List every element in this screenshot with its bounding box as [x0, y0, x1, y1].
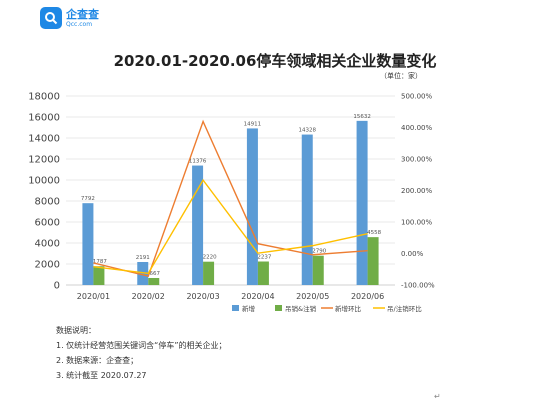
chart-title: 2020.01-2020.06停车领域相关企业数量变化: [113, 52, 437, 70]
bar-label-new: 7792: [81, 196, 95, 202]
legend-label: 吊/注销环比: [387, 304, 422, 313]
left-tick-label: 16000: [28, 113, 60, 124]
qcc-logo-icon: [40, 7, 62, 29]
left-tick-label: 6000: [35, 218, 60, 229]
bar-label-cancel: 2220: [203, 255, 217, 261]
bar-label-new: 14328: [299, 128, 317, 134]
notes-heading: 数据说明：: [56, 326, 96, 335]
left-tick-label: 12000: [28, 155, 60, 166]
right-tick-label: 0.00%: [401, 250, 424, 258]
bar-label-cancel: 1787: [93, 259, 107, 265]
right-tick-label: 100.00%: [401, 219, 432, 227]
line-cancel-mom: [93, 178, 368, 275]
x-tick-label: 2020/03: [186, 292, 219, 301]
bar-label-cancel: 4558: [367, 230, 381, 236]
left-tick-label: 8000: [35, 197, 60, 208]
bar-new: [137, 261, 149, 285]
unit-label: （单位：家）: [380, 72, 422, 80]
bar-label-new: 14911: [244, 121, 262, 127]
bar-cancel: [312, 255, 324, 285]
left-tick-label: 10000: [28, 176, 60, 187]
x-tick-label: 2020/05: [296, 292, 329, 301]
bar-new: [82, 203, 94, 285]
bar-label-cancel: 667: [150, 271, 161, 277]
brand-name: 企查查: [66, 7, 99, 21]
legend-label: 新增: [242, 304, 255, 313]
line-new-mom: [93, 119, 368, 278]
right-tick-label: 500.00%: [401, 93, 432, 101]
bar-label-cancel: 2790: [312, 249, 326, 255]
legend-swatch: [232, 305, 239, 311]
bar-cancel: [203, 261, 215, 285]
x-tick-label: 2020/04: [241, 292, 274, 301]
bar-cancel: [367, 237, 379, 285]
left-tick-label: 18000: [28, 92, 60, 103]
data-notes: 数据说明： 1. 仅统计经营范围关键词含“停车”的相关企业； 2. 数据来源：企…: [56, 323, 226, 383]
bar-cancel: [148, 277, 160, 285]
bar-cancel: [257, 261, 269, 285]
bar-label-new: 15632: [353, 114, 371, 120]
brand-domain: Qcc.com: [66, 20, 93, 28]
right-tick-label: 200.00%: [401, 187, 432, 195]
note-item: 2. 数据来源：企查查；: [56, 356, 139, 365]
legend-label: 吊销&注销: [285, 304, 317, 313]
legend-label: 新增环比: [335, 304, 362, 313]
return-mark: ↵: [434, 392, 441, 401]
bar-new: [192, 165, 204, 285]
note-item: 3. 统计截至 2020.07.27: [56, 371, 147, 380]
bar-label-cancel: 2237: [257, 255, 271, 261]
left-tick-label: 14000: [28, 134, 60, 145]
bar-cancel: [93, 266, 105, 285]
bar-label-new: 2191: [136, 255, 150, 261]
left-tick-label: 2000: [35, 260, 60, 271]
brand: 企查查 Qcc.com: [40, 7, 99, 29]
legend-swatch: [275, 305, 282, 311]
x-tick-label: 2020/06: [351, 292, 384, 301]
note-item: 1. 仅统计经营范围关键词含“停车”的相关企业；: [56, 341, 227, 350]
right-tick-label: -100.00%: [401, 282, 435, 290]
left-tick-label: 0: [54, 281, 60, 292]
left-tick-label: 4000: [35, 239, 60, 250]
bar-new: [301, 134, 313, 285]
bar-new: [246, 128, 258, 285]
right-tick-label: 400.00%: [401, 124, 432, 132]
x-tick-label: 2020/02: [132, 292, 165, 301]
bar-label-new: 11376: [189, 159, 207, 165]
right-tick-label: 300.00%: [401, 156, 432, 164]
x-tick-label: 2020/01: [77, 292, 110, 301]
bar-new: [356, 120, 368, 285]
